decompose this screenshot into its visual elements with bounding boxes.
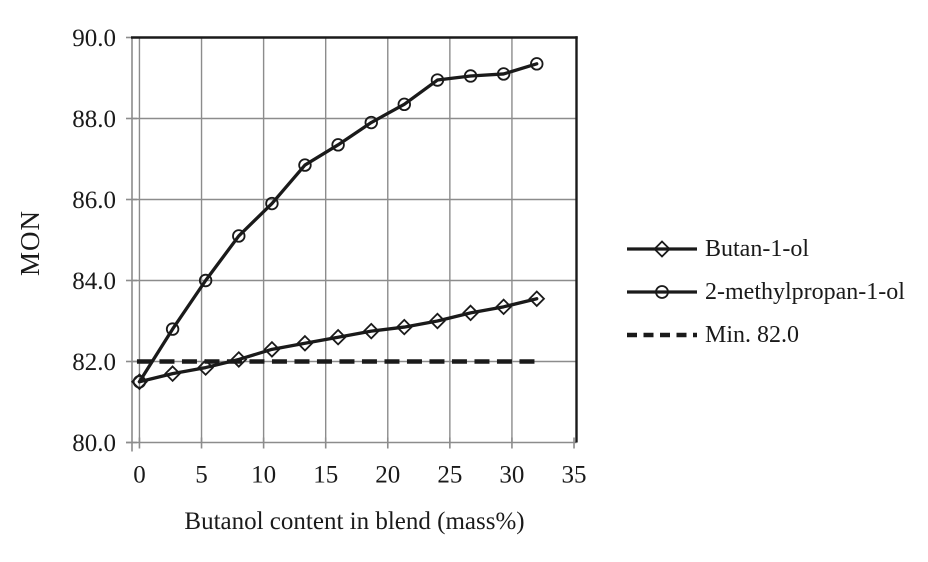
svg-text:35: 35	[562, 462, 587, 489]
svg-text:82.0: 82.0	[72, 349, 116, 376]
legend-item-butan-1-ol: Butan-1-ol	[626, 234, 905, 264]
series-line-2-methylpropan-1-ol	[137, 62, 539, 384]
svg-text:84.0: 84.0	[72, 268, 116, 295]
gridlines	[132, 37, 577, 443]
legend-label-butan-1-ol: Butan-1-ol	[705, 235, 809, 262]
dashed-line-sample-icon	[627, 332, 697, 338]
svg-text:20: 20	[375, 462, 400, 489]
legend-label-2-methylpropan-1-ol: 2-methylpropan-1-ol	[705, 278, 905, 305]
y-axis-title: MON	[15, 210, 45, 277]
series-markers-butan-1-ol	[130, 290, 546, 391]
series-markers-2-methylpropan-1-ol	[132, 57, 544, 389]
legend-item-min-82: Min. 82.0	[626, 320, 905, 350]
svg-text:25: 25	[437, 462, 462, 489]
svg-text:15: 15	[313, 462, 338, 489]
svg-text:86.0: 86.0	[72, 187, 116, 214]
circle-line-sample-icon	[627, 285, 697, 299]
axes	[126, 37, 577, 452]
svg-text:10: 10	[251, 462, 276, 489]
plot-border	[131, 36, 578, 443]
svg-text:5: 5	[195, 462, 208, 489]
svg-text:80.0: 80.0	[72, 430, 116, 457]
svg-text:88.0: 88.0	[72, 106, 116, 133]
svg-text:30: 30	[499, 462, 524, 489]
legend-label-min-82: Min. 82.0	[705, 321, 800, 348]
x-axis-title: Butanol content in blend (mass%)	[184, 508, 525, 535]
svg-text:90.0: 90.0	[72, 25, 116, 52]
svg-text:0: 0	[133, 462, 146, 489]
x-tick-labels: 0 5 10 15 20 25 30 35	[133, 462, 586, 489]
series-line-butan-1-ol	[137, 297, 539, 384]
legend: Butan-1-ol 2-methylpropan-1-ol Min. 82.0	[626, 234, 905, 363]
legend-item-2-methylpropan-1-ol: 2-methylpropan-1-ol	[626, 277, 905, 307]
y-tick-labels: 90.0 88.0 86.0 84.0 82.0 80.0	[72, 25, 116, 457]
diamond-line-sample-icon	[627, 240, 697, 258]
tick-marks	[126, 36, 575, 449]
